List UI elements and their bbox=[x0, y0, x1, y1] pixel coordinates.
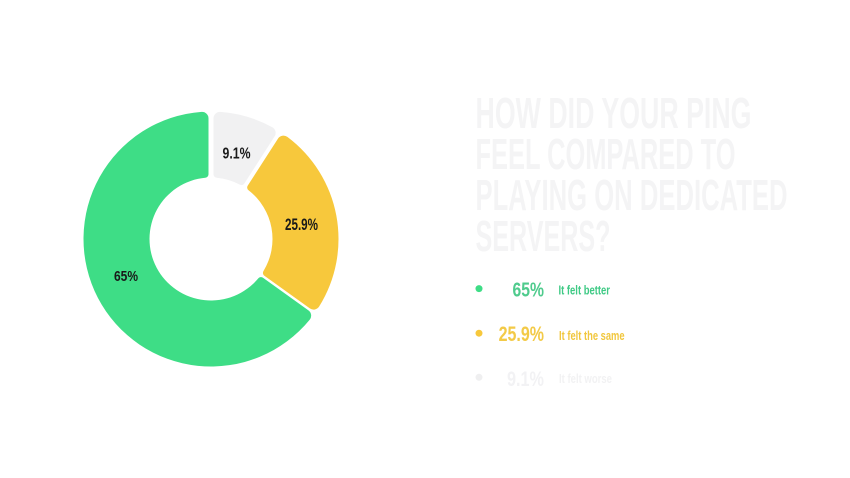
svg-text:It felt better: It felt better bbox=[559, 283, 611, 298]
svg-text:It felt the same: It felt the same bbox=[559, 328, 625, 343]
svg-text:65%: 65% bbox=[513, 279, 545, 302]
svg-text:65%: 65% bbox=[114, 268, 138, 285]
svg-text:25.9%: 25.9% bbox=[499, 323, 545, 346]
svg-text:25.9%: 25.9% bbox=[285, 216, 318, 234]
svg-text:SERVERS?: SERVERS? bbox=[476, 212, 611, 261]
svg-text:It felt worse: It felt worse bbox=[559, 371, 612, 386]
svg-text:HOW DID YOUR PING: HOW DID YOUR PING bbox=[476, 89, 752, 138]
svg-text:9.1%: 9.1% bbox=[223, 146, 251, 163]
svg-text:FEEL COMPARED TO: FEEL COMPARED TO bbox=[476, 130, 736, 179]
svg-text:PLAYING ON DEDICATED: PLAYING ON DEDICATED bbox=[476, 171, 788, 220]
svg-text:9.1%: 9.1% bbox=[507, 368, 544, 391]
